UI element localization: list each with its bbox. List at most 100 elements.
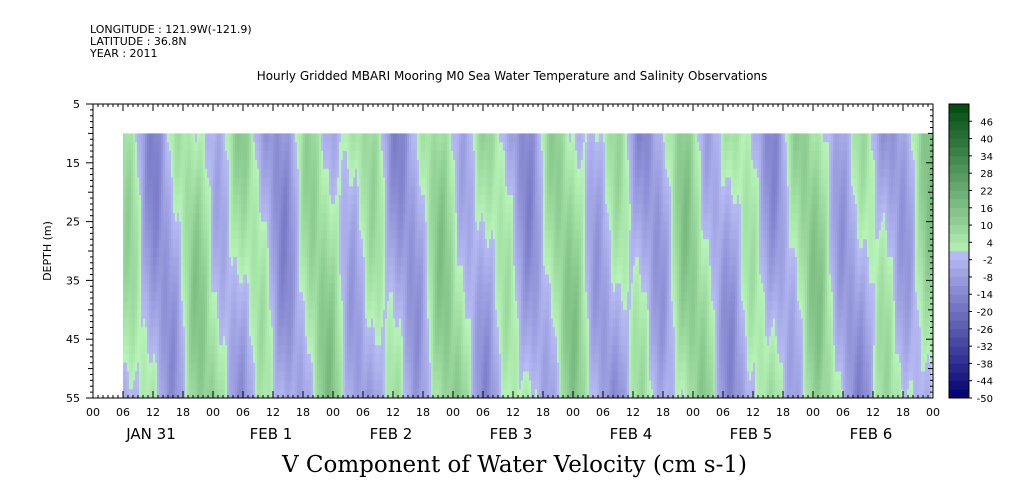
heatmap-cell [135,318,138,328]
heatmap-cell [223,204,226,214]
heatmap-cell [405,389,408,399]
heatmap-cell [221,212,224,222]
heatmap-cell [225,212,228,222]
heatmap-cell [305,221,308,231]
heatmap-cell [353,274,356,284]
heatmap-cell [181,301,184,311]
heatmap-cell [141,380,144,390]
heatmap-cell [435,177,438,187]
heatmap-cell [197,301,200,311]
heatmap-cell [209,336,212,346]
heatmap-cell [145,168,148,178]
heatmap-cell [453,318,456,328]
heatmap-cell [377,336,380,346]
heatmap-cell [435,221,438,231]
heatmap-cell [357,168,360,178]
heatmap-cell [311,318,314,328]
heatmap-cell [387,168,390,178]
heatmap-cell [235,239,238,249]
heatmap-cell [417,212,420,222]
heatmap-cell [243,301,246,311]
heatmap-cell [423,177,426,187]
heatmap-cell [149,133,152,143]
heatmap-cell [157,362,160,372]
heatmap-cell [189,362,192,372]
heatmap-cell [157,248,160,258]
heatmap-cell [413,159,416,170]
heatmap-cell [313,389,316,399]
heatmap-cell [431,151,434,161]
heatmap-cell [361,159,364,170]
heatmap-cell [283,283,286,293]
heatmap-cell [337,159,340,170]
heatmap-cell [143,186,146,196]
heatmap-cell [453,371,456,381]
heatmap-cell [157,186,160,196]
heatmap-cell [227,186,230,196]
heatmap-cell [439,256,442,267]
heatmap-cell [253,168,256,178]
heatmap-cell [449,195,452,205]
heatmap-cell [453,362,456,372]
heatmap-cell [397,142,400,152]
heatmap-cell [229,274,232,284]
heatmap-cell [129,345,132,355]
heatmap-cell [173,186,176,196]
heatmap-cell [423,274,426,284]
heatmap-cell [205,283,208,293]
heatmap-cell [235,221,238,231]
heatmap-cell [437,221,440,231]
heatmap-cell [139,274,142,284]
heatmap-cell [391,221,394,231]
heatmap-cell [413,380,416,390]
heatmap-cell [241,283,244,293]
heatmap-cell [317,327,320,337]
heatmap-cell [401,292,404,302]
heatmap-cell [133,283,136,293]
heatmap-cell [333,142,336,152]
heatmap-cell [437,159,440,170]
heatmap-cell [257,318,260,328]
heatmap-cell [225,256,228,267]
heatmap-cell [187,380,190,390]
heatmap-cell [285,371,288,381]
heatmap-cell [427,371,430,381]
heatmap-cell [287,371,290,381]
heatmap-cell [357,345,360,355]
heatmap-cell [333,371,336,381]
heatmap-cell [393,318,396,328]
heatmap-cell [291,301,294,311]
heatmap-cell [271,380,274,390]
heatmap-cell [311,301,314,311]
heatmap-cell [347,336,350,346]
heatmap-cell [269,159,272,170]
heatmap-cell [355,142,358,152]
heatmap-cell [329,239,332,249]
heatmap-cell [137,248,140,258]
heatmap-cell [237,345,240,355]
heatmap-cell [179,159,182,170]
heatmap-cell [151,265,154,275]
heatmap-cell [179,142,182,152]
heatmap-cell [199,177,202,187]
heatmap-cell [441,212,444,222]
heatmap-cell [399,318,402,328]
heatmap-cell [317,274,320,284]
heatmap-cell [451,389,454,399]
heatmap-cell [431,159,434,170]
heatmap-cell [231,274,234,284]
heatmap-cell [349,389,352,399]
heatmap-cell [359,380,362,390]
heatmap-cell [251,142,254,152]
heatmap-cell [345,212,348,222]
heatmap-cell [369,221,372,231]
heatmap-cell [213,133,216,143]
heatmap-cell [173,221,176,231]
heatmap-cell [227,248,230,258]
heatmap-cell [279,221,282,231]
heatmap-cell [185,292,188,302]
heatmap-cell [233,142,236,152]
heatmap-cell [443,151,446,161]
heatmap-cell [323,345,326,355]
heatmap-cell [235,186,238,196]
